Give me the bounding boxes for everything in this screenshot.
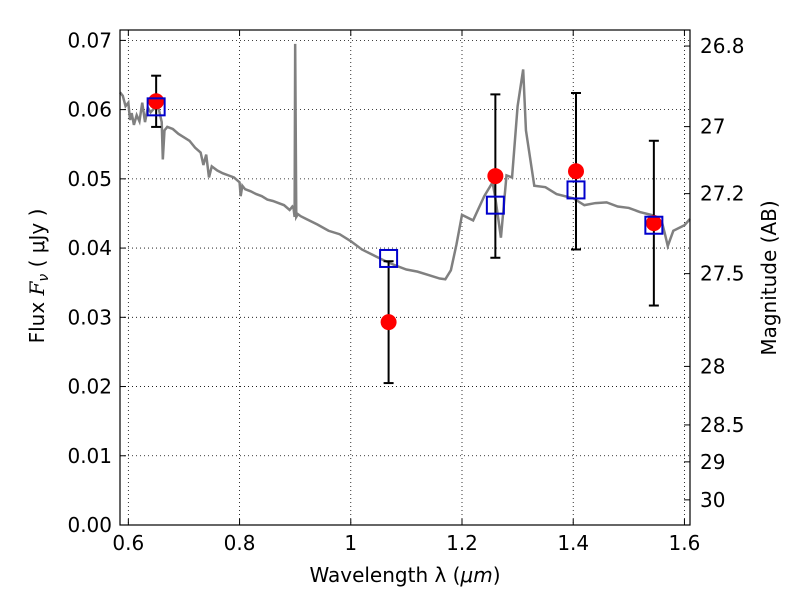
y-tick-label: 0.04: [67, 236, 112, 260]
y-tick-label: 0.02: [67, 375, 112, 399]
x-tick-label: 0.8: [224, 531, 256, 555]
y-tick-label: 0.03: [67, 305, 112, 329]
y-tick-label: 0.01: [67, 444, 112, 468]
y-tick-label: 0.07: [67, 28, 112, 52]
x-tick-label: 1.4: [557, 531, 589, 555]
x-axis-label: Wavelength λ (μm): [309, 563, 500, 587]
y-tick-label: 0.06: [67, 98, 112, 122]
x-axis-ticks: 0.6 0.8 1 1.2 1.4 1.6: [112, 30, 700, 555]
y-tick-label: 0.00: [67, 513, 112, 537]
y2-axis-ticks: 26.8 27 27.2 27.5 28 28.5 29 30: [684, 34, 745, 512]
y2-tick-label: 28: [700, 354, 725, 378]
plot-series: [119, 43, 691, 385]
y2-axis-label: Magnitude (AB): [757, 200, 781, 355]
plot-frame: [119, 29, 691, 526]
x-tick-label: 1.6: [669, 531, 701, 555]
model-band-point: [379, 248, 399, 268]
observed-point: [568, 163, 584, 180]
x-tick-label: 1.2: [446, 531, 478, 555]
error-bars: [151, 74, 659, 385]
y-tick-label: 0.05: [67, 167, 112, 191]
model-band-point: [566, 180, 586, 200]
model-band-points: [146, 97, 664, 268]
observed-point: [380, 314, 397, 331]
model-band-point: [644, 215, 664, 235]
observed-point: [487, 168, 504, 185]
observed-point: [148, 93, 165, 110]
y2-tick-label: 26.8: [700, 34, 745, 58]
model-band-point: [146, 97, 166, 117]
observed-point: [645, 215, 662, 232]
y2-tick-label: 28.5: [700, 413, 745, 437]
sed-model-line: [119, 43, 691, 281]
y2-tick-label: 29: [700, 450, 725, 474]
observed-points: [148, 93, 662, 331]
model-band-point: [485, 195, 505, 215]
y2-tick-label: 27.5: [700, 262, 745, 286]
x-tick-label: 1: [344, 531, 357, 555]
y2-tick-label: 27: [700, 115, 725, 139]
y2-tick-label: 30: [700, 488, 725, 512]
y-axis-ticks: 0.00 0.01 0.02 0.03 0.04 0.05 0.06 0.07: [67, 28, 126, 537]
x-tick-label: 0.6: [112, 531, 144, 555]
grid: [120, 30, 690, 526]
y2-tick-label: 27.2: [700, 182, 745, 206]
y-axis-label: Flux Fν ( μJy ): [25, 209, 52, 344]
